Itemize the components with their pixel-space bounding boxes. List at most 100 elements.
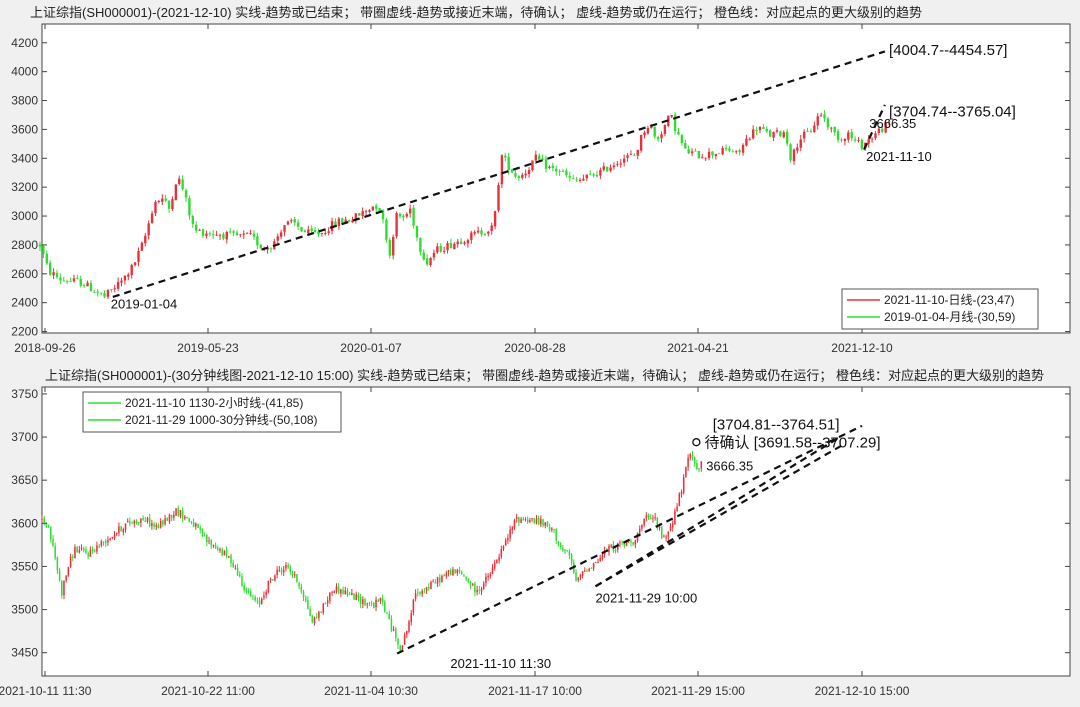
- legend-entry: 2021-11-10 1130-2小时线-(41,85): [125, 396, 303, 410]
- candle-body: [575, 179, 578, 181]
- candle-body: [357, 595, 360, 598]
- candle-body: [874, 133, 877, 139]
- candle-body: [148, 517, 151, 527]
- candle-body: [337, 218, 341, 226]
- candle-body: [274, 575, 276, 581]
- candle-body: [243, 585, 245, 591]
- candle-body: [698, 468, 700, 470]
- candle-body: [276, 569, 278, 575]
- candle-body: [823, 114, 826, 119]
- candle-body: [568, 551, 571, 556]
- candle-body: [208, 233, 211, 235]
- candle-body: [816, 116, 819, 126]
- candle-body: [324, 232, 327, 234]
- candle-body: [199, 527, 201, 530]
- candle-body: [406, 630, 408, 635]
- y-tick-label: 2200: [11, 325, 38, 339]
- candle-body: [700, 461, 703, 469]
- candle-body: [476, 589, 478, 593]
- y-tick-label: 3000: [11, 209, 38, 223]
- candle-body: [833, 126, 836, 133]
- candle-body: [592, 174, 595, 176]
- candle-body: [76, 278, 79, 280]
- candle-body: [151, 523, 153, 526]
- bottom-plot-area: [41, 386, 1071, 677]
- candle-body: [285, 564, 287, 569]
- candle-body: [673, 114, 677, 132]
- candle-body: [566, 550, 568, 552]
- candle-body: [184, 516, 186, 519]
- y-tick-label: 3700: [11, 430, 38, 444]
- y-tick-label: 3600: [11, 516, 38, 530]
- candle-body: [298, 583, 300, 587]
- candle-body: [555, 168, 558, 172]
- candle-body: [691, 454, 694, 457]
- candle-body: [150, 213, 154, 223]
- candle-body: [867, 139, 870, 144]
- legend-box: [82, 391, 342, 433]
- candle-body: [548, 166, 551, 168]
- candle-body: [386, 612, 388, 614]
- candle-body: [398, 213, 402, 217]
- candle-body: [58, 570, 61, 581]
- y-tick-label: 2400: [11, 296, 38, 310]
- candle-body: [765, 128, 768, 132]
- candle-body: [109, 538, 111, 540]
- candle-body: [85, 549, 87, 553]
- candle-body: [531, 518, 533, 520]
- annotation-label: [3704.81--3764.51]: [713, 416, 840, 433]
- trend-line: [594, 435, 843, 588]
- candle-body: [718, 153, 721, 155]
- candle-body: [133, 262, 137, 266]
- candle-body: [575, 572, 577, 581]
- candle-body: [184, 190, 188, 198]
- candle-body: [538, 155, 541, 160]
- legend-entry: 2021-11-29 1000-30分钟线-(50,108): [125, 412, 318, 427]
- trend-line: [396, 424, 863, 655]
- candle-body: [541, 158, 544, 160]
- candle-body: [368, 603, 371, 605]
- candle-body: [252, 233, 256, 237]
- candle-body: [340, 589, 342, 594]
- candle-body: [168, 514, 171, 522]
- candle-body: [203, 535, 206, 537]
- candle-body: [684, 143, 687, 149]
- candle-body: [660, 527, 663, 538]
- candle-body: [674, 510, 676, 525]
- candle-body: [254, 597, 256, 601]
- candle-body: [113, 534, 116, 538]
- candle-body: [320, 232, 324, 234]
- y-tick-label: 4000: [11, 65, 38, 79]
- candle-body: [663, 124, 667, 135]
- candle-body: [161, 198, 164, 202]
- candle-body: [559, 543, 562, 547]
- candle-body: [480, 230, 483, 235]
- candle-body: [667, 531, 670, 537]
- candle-body: [724, 148, 728, 150]
- candle-body: [392, 629, 395, 631]
- candle-body: [434, 582, 437, 584]
- candle-body: [228, 231, 232, 233]
- candle-body: [748, 139, 751, 141]
- candle-body: [685, 466, 687, 477]
- candle-body: [436, 246, 439, 253]
- x-tick-label: 2021-12-10 15:00: [815, 684, 910, 698]
- candle-body: [601, 554, 604, 559]
- candle-body: [741, 144, 745, 153]
- candle-body: [487, 231, 490, 234]
- candle-body: [405, 213, 408, 217]
- candle-body: [144, 235, 147, 244]
- candle-body: [371, 206, 375, 211]
- candle-body: [595, 174, 599, 177]
- candle-body: [463, 242, 466, 244]
- candle-body: [379, 597, 382, 602]
- candle-body: [467, 578, 470, 583]
- candle-body: [245, 589, 248, 592]
- candle-body: [585, 174, 588, 179]
- candle-body: [775, 130, 779, 132]
- candle-body: [351, 592, 353, 595]
- candle-body: [122, 529, 125, 533]
- candle-body: [381, 210, 385, 220]
- candle-body: [853, 139, 857, 141]
